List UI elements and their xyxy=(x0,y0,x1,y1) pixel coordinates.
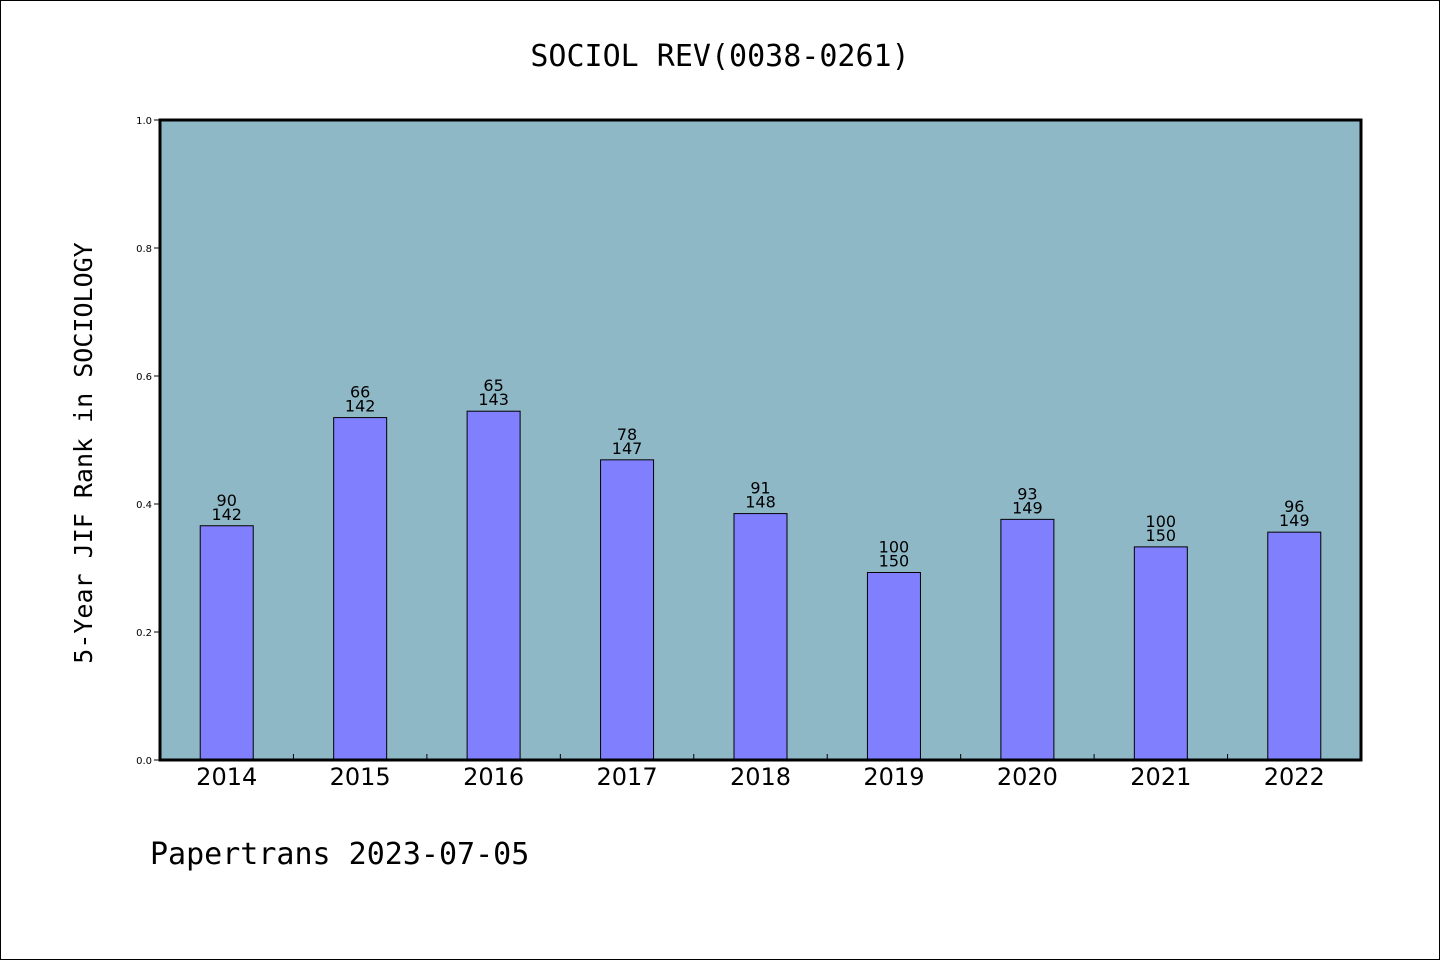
y-tick-label: 0.0 xyxy=(136,756,152,767)
bar-total-label: 149 xyxy=(1012,498,1043,517)
y-axis: 0.0 0.2 0.4 0.6 0.8 1.0 xyxy=(136,116,160,767)
y-tick-label: 0.4 xyxy=(136,500,152,511)
bars-group: 9014266142651437814791148100150931491001… xyxy=(199,376,1322,761)
bar-2016 xyxy=(466,410,521,761)
bar-2014 xyxy=(199,525,254,761)
bar-total-label: 149 xyxy=(1279,511,1310,530)
bar-total-label: 142 xyxy=(345,397,376,416)
x-tick-label: 2019 xyxy=(863,763,924,791)
y-tick-label: 1.0 xyxy=(136,116,152,127)
x-tick-label: 2022 xyxy=(1264,763,1325,791)
bar-rank-label: 93 xyxy=(1017,484,1037,503)
bar-rank-label: 91 xyxy=(750,479,770,498)
y-tick-label: 0.2 xyxy=(136,628,152,639)
footer-text: Papertrans 2023-07-05 xyxy=(150,837,529,872)
x-tick-label: 2018 xyxy=(730,763,791,791)
bar-2022 xyxy=(1267,531,1322,761)
x-tick-label: 2015 xyxy=(330,763,391,791)
x-tick-label: 2017 xyxy=(597,763,658,791)
bar-total-label: 147 xyxy=(612,439,643,458)
x-tick-label: 2016 xyxy=(463,763,524,791)
bar-2015 xyxy=(333,417,388,761)
bar-2018 xyxy=(733,513,788,761)
y-tick-label: 0.8 xyxy=(136,244,152,255)
chart-title: SOCIOL REV(0038-0261) xyxy=(530,39,909,74)
bar-rank-label: 90 xyxy=(217,491,237,510)
bar-rank-label: 96 xyxy=(1284,497,1304,516)
x-tick-label: 2021 xyxy=(1130,763,1191,791)
x-tick-label: 2020 xyxy=(997,763,1058,791)
bar-rank-label: 100 xyxy=(1146,512,1177,531)
bar-rank-label: 78 xyxy=(617,425,637,444)
y-tick-label: 0.6 xyxy=(136,372,152,383)
bar-2019 xyxy=(866,571,921,761)
bar-2021 xyxy=(1133,546,1188,761)
x-tick-label: 2014 xyxy=(196,763,257,791)
bar-total-label: 142 xyxy=(211,505,242,524)
plot-border xyxy=(158,118,1363,762)
x-axis: 2014 2015 2016 2017 2018 2019 2020 2021 2022 xyxy=(196,754,1325,791)
y-axis-label: 5-Year JIF Rank in SOCIOLOGY xyxy=(69,242,98,663)
bar-total-label: 150 xyxy=(879,551,910,570)
bar-2017 xyxy=(600,459,655,761)
bar-rank-label: 66 xyxy=(350,383,370,402)
bar-2020 xyxy=(1000,518,1055,761)
bar-rank-label: 65 xyxy=(483,376,503,395)
bar-total-label: 143 xyxy=(478,390,509,409)
bar-rank-label: 100 xyxy=(879,537,910,556)
bar-total-label: 150 xyxy=(1146,526,1177,545)
bar-total-label: 148 xyxy=(745,493,776,512)
